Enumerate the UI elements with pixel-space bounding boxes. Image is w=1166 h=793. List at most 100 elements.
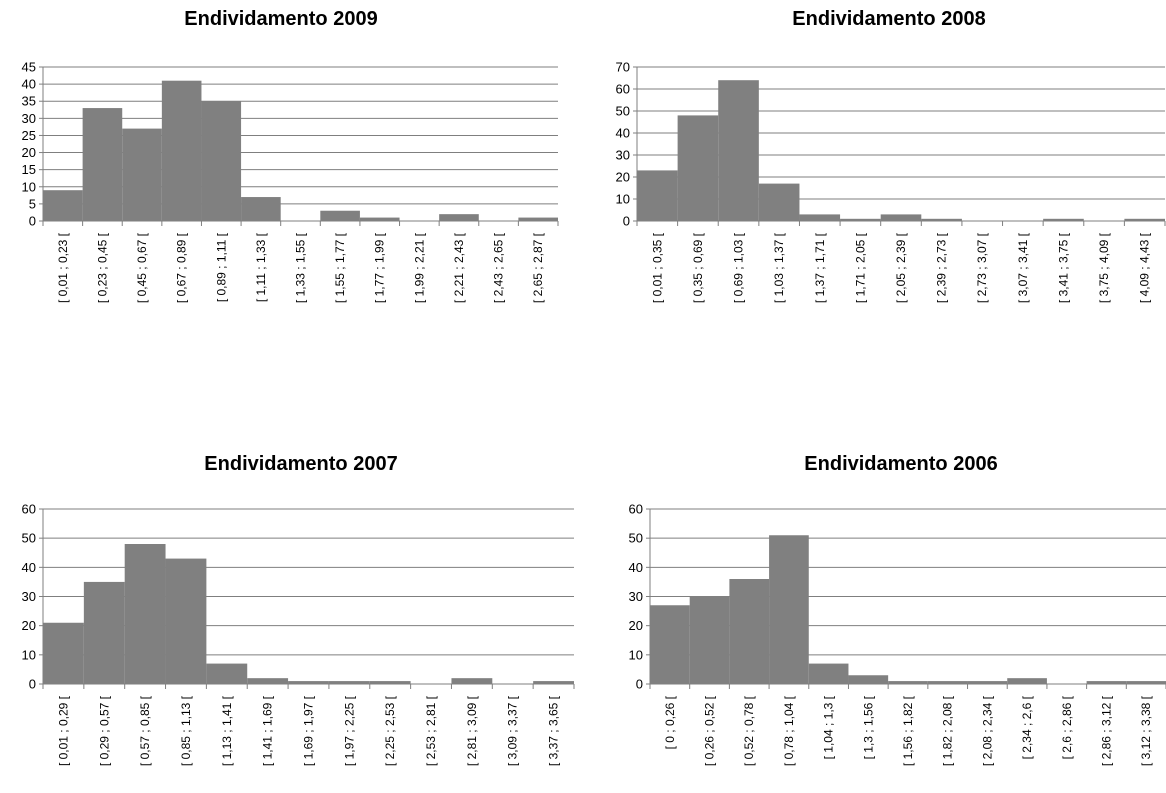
x-tick-label: [ 2,43 ; 2,65 [ bbox=[492, 232, 506, 303]
x-tick-label: [ 3,07 ; 3,41 [ bbox=[1016, 232, 1030, 303]
x-tick-label: [ 1,99 ; 2,21 [ bbox=[412, 232, 426, 303]
bar bbox=[124, 544, 166, 684]
y-tick-label: 40 bbox=[22, 77, 36, 92]
y-tick-label: 0 bbox=[29, 677, 36, 692]
x-tick-label: [ 1,41 ; 1,69 [ bbox=[261, 695, 275, 766]
y-tick-label: 50 bbox=[22, 531, 36, 546]
x-tick-label: [ 3,41 ; 3,75 [ bbox=[1056, 232, 1070, 303]
y-tick-label: 5 bbox=[29, 196, 36, 211]
x-tick-label: [ 1,55 ; 1,77 [ bbox=[333, 232, 347, 303]
bar bbox=[43, 190, 83, 221]
y-tick-label: 0 bbox=[636, 677, 643, 692]
x-tick-label: [ 0,57 ; 0,85 [ bbox=[138, 695, 152, 766]
x-tick-label: [ 1,11 ; 1,33 [ bbox=[254, 232, 268, 302]
x-tick-label: [ 0 ; 0,26 [ bbox=[663, 695, 677, 749]
x-tick-label: [ 2,53 ; 2,81 [ bbox=[424, 695, 438, 766]
x-tick-label: [ 2,05 ; 2,39 [ bbox=[894, 232, 908, 303]
x-tick-label: [ 1,71 ; 2,05 [ bbox=[853, 232, 867, 303]
y-tick-label: 30 bbox=[22, 111, 36, 126]
x-tick-label: [ 0,69 ; 1,03 [ bbox=[732, 232, 746, 303]
bar bbox=[637, 170, 678, 221]
y-tick-label: 0 bbox=[29, 214, 36, 229]
chart-svg: Endividamento 2007 0 10 20 30 40 50 60 [ 0,01 ; … bbox=[22, 453, 575, 766]
x-tick-label: [ 3,75 ; 4,09 [ bbox=[1097, 232, 1111, 303]
bar bbox=[206, 663, 248, 684]
x-tick-label: [ 0,01 ; 0,35 [ bbox=[650, 232, 664, 303]
bar bbox=[161, 80, 202, 221]
y-tick-label: 50 bbox=[616, 104, 630, 119]
chart-endividamento-2007: Endividamento 2007 0 10 20 30 40 50 60 [ 0,01 ; … bbox=[0, 435, 583, 793]
bar bbox=[677, 115, 719, 221]
bar bbox=[328, 681, 370, 684]
x-tick-label: [ 2,6 ; 2,86 [ bbox=[1060, 695, 1074, 759]
y-tick-label: 10 bbox=[22, 647, 36, 662]
bar bbox=[718, 80, 759, 221]
bar bbox=[288, 681, 329, 684]
x-tick-label: [ 0,45 ; 0,67 [ bbox=[135, 232, 149, 303]
bar bbox=[808, 663, 849, 684]
x-tick-label: [ 2,25 ; 2,53 [ bbox=[383, 695, 397, 766]
y-tick-label: 30 bbox=[22, 589, 36, 604]
y-tick-label: 60 bbox=[616, 82, 630, 97]
bar bbox=[1126, 681, 1166, 684]
bar bbox=[1086, 681, 1127, 684]
x-tick-label: [ 2,86 ; 3,12 [ bbox=[1099, 695, 1113, 766]
y-tick-label: 40 bbox=[22, 560, 36, 575]
chart-svg: Endividamento 2006 0 10 20 30 40 50 60 [ 0 ; 0,2… bbox=[629, 453, 1166, 766]
bar bbox=[1124, 218, 1165, 221]
bar bbox=[729, 579, 770, 684]
bar bbox=[359, 217, 400, 221]
y-tick-label: 60 bbox=[629, 502, 643, 517]
bar bbox=[247, 678, 289, 684]
bar bbox=[241, 197, 281, 221]
x-tick-label: [ 0,35 ; 0,69 [ bbox=[691, 232, 705, 303]
x-tick-label: [ 1,37 ; 1,71 [ bbox=[813, 232, 827, 303]
bar bbox=[1007, 678, 1047, 684]
y-tick-label: 30 bbox=[629, 589, 643, 604]
bar bbox=[799, 214, 841, 221]
x-tick-label: [ 0,29 ; 0,57 [ bbox=[97, 695, 111, 766]
y-tick-label: 25 bbox=[22, 128, 36, 143]
chart-svg: Endividamento 2008 0 10 20 30 40 50 60 70 [ 0,01 … bbox=[616, 8, 1166, 303]
x-tick-label: [ 4,09 ; 4,43 [ bbox=[1138, 232, 1152, 303]
bar bbox=[769, 535, 809, 684]
chart-title: Endividamento 2008 bbox=[792, 8, 985, 30]
x-tick-label: [ 1,13 ; 1,41 [ bbox=[220, 695, 234, 766]
bar bbox=[880, 214, 922, 221]
y-tick-label: 20 bbox=[616, 170, 630, 185]
y-tick-label: 20 bbox=[22, 145, 36, 160]
bar bbox=[1043, 218, 1084, 221]
x-tick-label: [ 0,52 ; 0,78 [ bbox=[742, 695, 756, 766]
chart-endividamento-2009: Endividamento 2009 0 5 10 15 20 25 30 35 40 45 [ 0,… bbox=[0, 0, 583, 380]
x-tick-label: [ 2,08 ; 2,34 [ bbox=[980, 695, 994, 766]
x-tick-label: [ 0,01 ; 0,29 [ bbox=[56, 695, 70, 766]
x-tick-label: [ 0,01 ; 0,23 [ bbox=[56, 232, 70, 303]
chart-title: Endividamento 2009 bbox=[184, 8, 377, 30]
bar bbox=[82, 108, 123, 221]
y-tick-label: 30 bbox=[616, 148, 630, 163]
bar bbox=[518, 217, 558, 221]
bar bbox=[369, 681, 411, 684]
x-tick-label: [ 2,65 ; 2,87 [ bbox=[531, 232, 545, 303]
chart-svg: Endividamento 2009 0 5 10 15 20 25 30 35 40 45 [ 0,… bbox=[22, 8, 559, 303]
x-tick-label: [ 1,69 ; 1,97 [ bbox=[302, 695, 316, 766]
y-tick-label: 0 bbox=[623, 214, 630, 229]
bar bbox=[533, 681, 574, 684]
x-tick-label: [ 2,73 ; 3,07 [ bbox=[975, 232, 989, 303]
y-tick-label: 10 bbox=[629, 647, 643, 662]
x-tick-label: [ 0,67 ; 0,89 [ bbox=[175, 232, 189, 303]
bar bbox=[650, 605, 690, 684]
x-tick-label: [ 1,33 ; 1,55 [ bbox=[294, 232, 308, 303]
chart-endividamento-2006: Endividamento 2006 0 10 20 30 40 50 60 [ 0 ; 0,2… bbox=[583, 435, 1166, 793]
bar bbox=[967, 681, 1008, 684]
chart-title: Endividamento 2006 bbox=[804, 453, 997, 475]
bar bbox=[122, 128, 162, 221]
x-tick-label: [ 2,81 ; 3,09 [ bbox=[465, 695, 479, 766]
x-tick-label: [ 2,34 ; 2,6 [ bbox=[1020, 695, 1034, 759]
x-tick-label: [ 0,23 ; 0,45 [ bbox=[95, 232, 109, 303]
bar bbox=[921, 218, 962, 221]
chart-title: Endividamento 2007 bbox=[204, 453, 397, 475]
y-tick-label: 10 bbox=[616, 192, 630, 207]
bar bbox=[201, 101, 242, 221]
x-tick-label: [ 1,82 ; 2,08 [ bbox=[941, 695, 955, 766]
